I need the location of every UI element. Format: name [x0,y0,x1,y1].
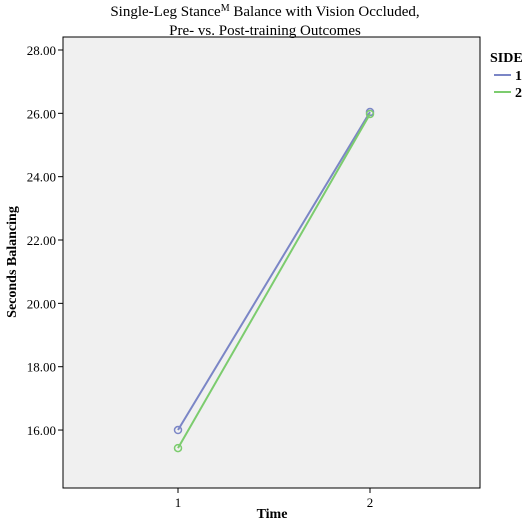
y-tick-label: 22.00 [27,233,56,248]
y-tick-label: 18.00 [27,360,56,375]
series-line [177,113,371,449]
y-tick-label: 26.00 [27,106,56,121]
title-superscript: M [221,3,230,14]
legend-title: SIDE [490,51,523,66]
y-tick-label: 24.00 [27,170,56,185]
y-axis-label: Seconds Balancing [5,206,20,318]
legend-label: 2 [515,86,522,101]
data-point [173,425,183,435]
data-point [365,109,375,119]
x-tick-label: 2 [367,495,374,510]
title-part: Single-Leg Stance [110,4,221,20]
y-tick-label: 20.00 [27,296,56,311]
data-point [173,443,183,453]
chart-title: Single-Leg StanceM Balance with Vision O… [110,3,419,20]
y-tick-label: 16.00 [27,423,56,438]
chart-title: Pre- vs. Post-training Outcomes [169,23,361,39]
series-line [177,111,371,431]
legend-label: 1 [515,69,522,84]
y-tick-label: 28.00 [27,43,56,58]
x-tick-label: 1 [175,495,182,510]
title-part: Balance with Vision Occluded, [230,4,420,20]
plot-area [62,36,481,489]
x-axis-label: Time [257,507,288,522]
